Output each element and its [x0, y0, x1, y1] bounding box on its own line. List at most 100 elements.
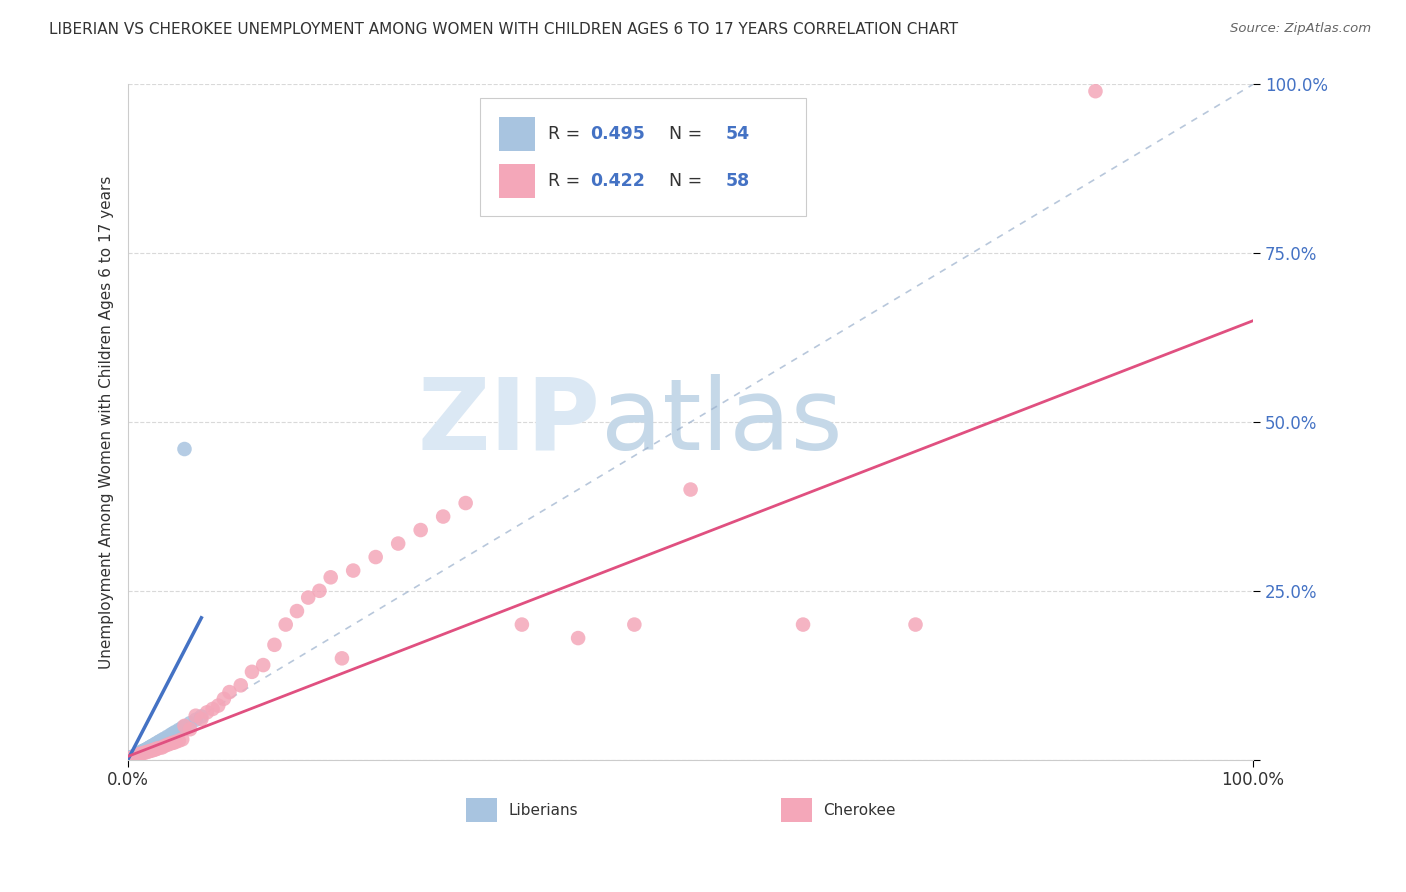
Point	[132, 744, 155, 758]
Point	[319, 570, 342, 584]
Point	[162, 736, 184, 750]
Point	[127, 747, 149, 762]
Point	[135, 742, 157, 756]
Point	[121, 750, 143, 764]
Point	[127, 747, 149, 761]
FancyBboxPatch shape	[481, 98, 807, 216]
Text: 58: 58	[725, 172, 749, 190]
Text: R =: R =	[548, 172, 585, 190]
Text: ZIP: ZIP	[418, 374, 600, 470]
Point	[120, 750, 142, 764]
Point	[432, 509, 454, 524]
Point	[229, 678, 252, 692]
FancyBboxPatch shape	[465, 798, 498, 822]
Text: 0.422: 0.422	[591, 172, 645, 190]
Text: N =: N =	[658, 125, 707, 143]
Point	[129, 745, 152, 759]
Point	[195, 706, 218, 720]
Point	[679, 483, 702, 497]
Point	[135, 745, 157, 759]
Point	[342, 564, 364, 578]
Point	[117, 753, 139, 767]
Point	[156, 730, 179, 744]
Point	[904, 617, 927, 632]
Point	[117, 752, 139, 766]
FancyBboxPatch shape	[499, 117, 536, 151]
Point	[132, 744, 155, 758]
Point	[263, 638, 285, 652]
Point	[1084, 84, 1107, 98]
Point	[190, 712, 212, 726]
Point	[127, 747, 149, 762]
Point	[117, 753, 139, 767]
Point	[156, 738, 179, 752]
Point	[173, 442, 195, 456]
Point	[297, 591, 319, 605]
Point	[121, 750, 143, 764]
Point	[212, 691, 235, 706]
Point	[142, 739, 165, 753]
Point	[149, 734, 172, 748]
Point	[118, 752, 141, 766]
Point	[567, 631, 589, 645]
Point	[218, 685, 240, 699]
Point	[127, 747, 149, 762]
FancyBboxPatch shape	[780, 798, 813, 822]
Point	[128, 747, 150, 761]
Point	[124, 749, 146, 764]
Point	[128, 746, 150, 760]
Point	[454, 496, 477, 510]
Point	[160, 736, 183, 750]
Text: 54: 54	[725, 125, 749, 143]
Point	[124, 749, 146, 764]
Point	[190, 709, 212, 723]
Point	[172, 732, 194, 747]
Point	[117, 751, 139, 765]
Point	[143, 737, 166, 751]
Point	[117, 750, 139, 764]
Point	[138, 741, 160, 756]
Point	[172, 721, 194, 735]
Point	[134, 743, 156, 757]
Point	[150, 740, 173, 755]
Point	[117, 752, 139, 766]
Point	[201, 702, 224, 716]
Point	[148, 741, 170, 756]
Point	[240, 665, 263, 679]
Point	[252, 658, 274, 673]
Point	[117, 753, 139, 767]
Point	[139, 739, 162, 754]
Y-axis label: Unemployment Among Women with Children Ages 6 to 17 years: Unemployment Among Women with Children A…	[100, 176, 114, 669]
Point	[179, 723, 201, 737]
Point	[127, 748, 149, 763]
Point	[142, 743, 165, 757]
Text: atlas: atlas	[600, 374, 842, 470]
Point	[409, 523, 432, 537]
Point	[308, 583, 330, 598]
Point	[184, 708, 207, 723]
Point	[122, 749, 145, 764]
Point	[121, 750, 143, 764]
Point	[122, 750, 145, 764]
Point	[120, 751, 142, 765]
Point	[285, 604, 308, 618]
Point	[124, 748, 146, 763]
Point	[184, 713, 207, 727]
Point	[179, 716, 201, 731]
Point	[153, 731, 176, 746]
Text: Cherokee: Cherokee	[824, 803, 896, 818]
Point	[132, 746, 155, 760]
Point	[128, 747, 150, 762]
FancyBboxPatch shape	[499, 164, 536, 198]
Point	[165, 735, 187, 749]
Point	[165, 725, 187, 739]
Point	[145, 736, 167, 750]
Text: N =: N =	[658, 172, 707, 190]
Point	[120, 751, 142, 765]
Point	[364, 550, 387, 565]
Text: LIBERIAN VS CHEROKEE UNEMPLOYMENT AMONG WOMEN WITH CHILDREN AGES 6 TO 17 YEARS C: LIBERIAN VS CHEROKEE UNEMPLOYMENT AMONG …	[49, 22, 959, 37]
Text: Liberians: Liberians	[509, 803, 578, 818]
Point	[274, 617, 297, 632]
Point	[150, 733, 173, 747]
Point	[792, 617, 814, 632]
